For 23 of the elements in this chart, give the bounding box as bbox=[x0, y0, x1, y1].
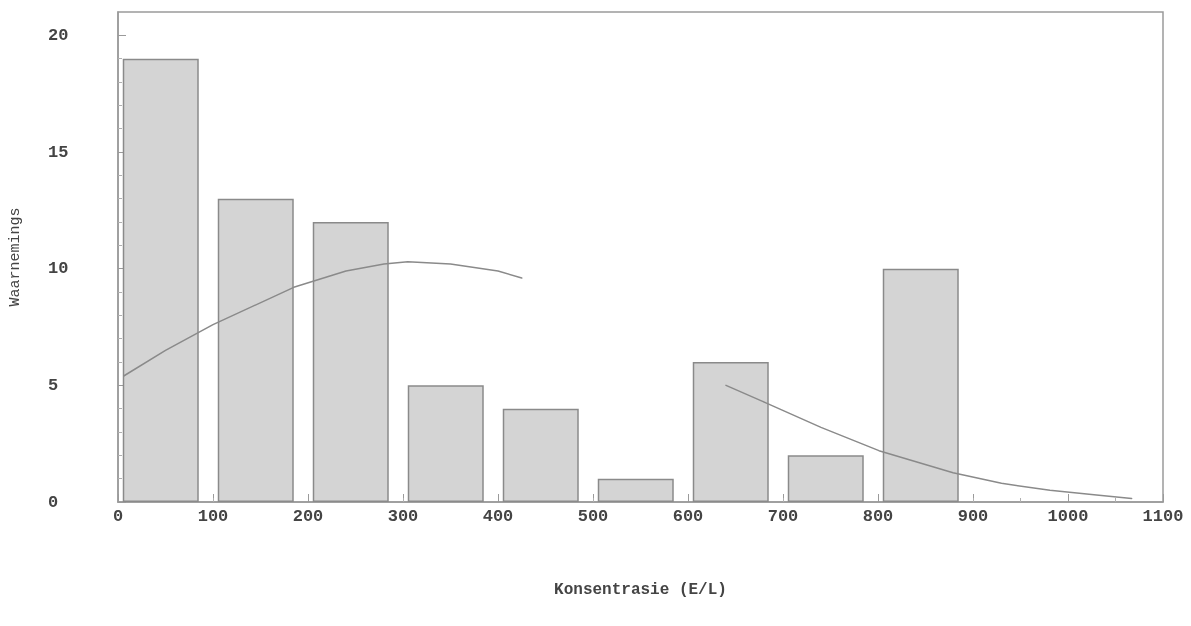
bar bbox=[407, 385, 484, 502]
y-tick-label: 10 bbox=[48, 259, 69, 279]
y-tick-label: 0 bbox=[48, 492, 59, 512]
x-tick-label: 200 bbox=[292, 507, 324, 526]
x-tick-label: 100 bbox=[197, 507, 229, 526]
x-tick-label: 300 bbox=[387, 507, 419, 526]
y-tick-label: 5 bbox=[48, 375, 59, 395]
x-axis-title: Konsentrasie (E/L) bbox=[554, 581, 727, 599]
x-tick-label: 1000 bbox=[1047, 507, 1089, 526]
x-tick-label: 600 bbox=[672, 507, 704, 526]
x-tick-label: 800 bbox=[862, 507, 894, 526]
bar bbox=[787, 455, 864, 502]
x-tick-label: 900 bbox=[957, 507, 989, 526]
y-axis-title: Waarnemings bbox=[7, 207, 24, 307]
x-tick-label: 500 bbox=[577, 507, 609, 526]
x-tick-label: 400 bbox=[482, 507, 514, 526]
y-tick-label: 20 bbox=[48, 25, 69, 45]
y-tick-label: 15 bbox=[48, 142, 69, 162]
x-tick-label: 700 bbox=[767, 507, 799, 526]
x-tick-label: 1100 bbox=[1142, 507, 1184, 526]
bar bbox=[597, 478, 674, 502]
x-tick-label: 0 bbox=[112, 507, 124, 526]
bar bbox=[502, 408, 579, 502]
